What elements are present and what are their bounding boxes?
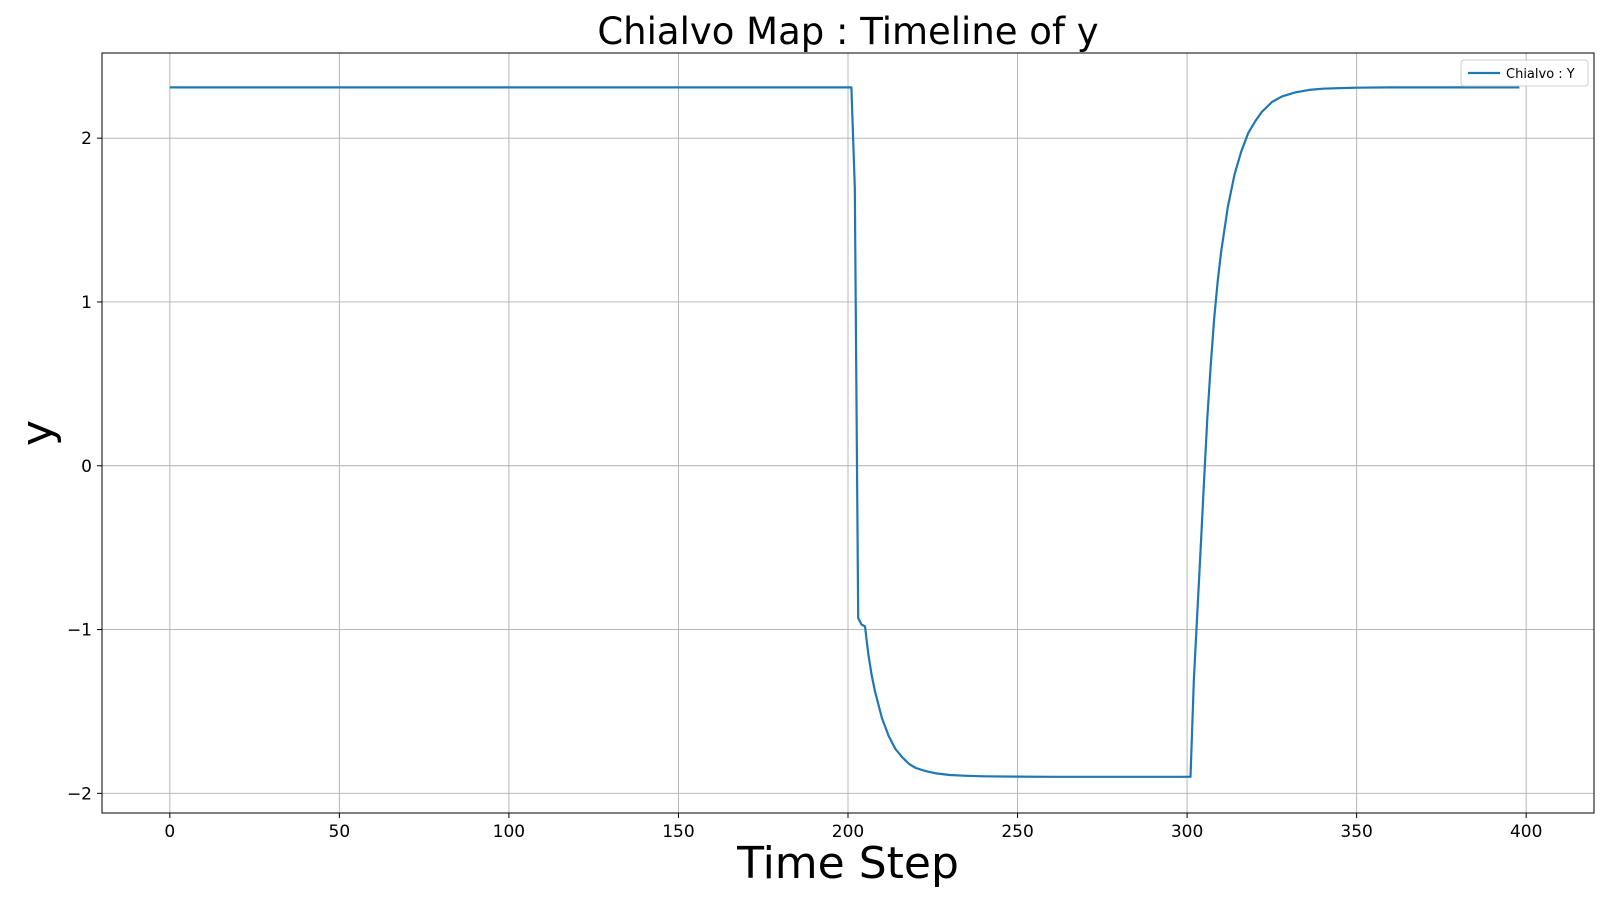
x-axis-ticks: 0 50 100 150 200 250 300 350 400 — [164, 813, 1542, 842]
y-tick-label: 2 — [81, 129, 92, 149]
y-tick-label: −1 — [67, 621, 92, 641]
x-tick-label: 400 — [1510, 822, 1542, 842]
x-tick-label: 350 — [1340, 822, 1372, 842]
plot-area — [169, 86, 1520, 778]
y-axis-label: y — [12, 420, 63, 446]
x-tick-label: 300 — [1171, 822, 1203, 842]
y-tick-label: 0 — [81, 457, 92, 477]
x-tick-label: 250 — [1001, 822, 1033, 842]
series-line — [169, 86, 1520, 778]
y-tick-label: 1 — [81, 293, 92, 313]
x-tick-label: 200 — [832, 822, 864, 842]
legend-entry-label: Chialvo : Y — [1506, 67, 1575, 82]
legend-box — [1460, 59, 1589, 87]
y-tick-label: −2 — [67, 784, 92, 804]
x-tick-label: 100 — [493, 822, 525, 842]
x-axis-label: Time Step — [736, 838, 959, 889]
x-tick-label: 150 — [662, 822, 694, 842]
chart-title: Chialvo Map : Timeline of y — [597, 10, 1098, 53]
legend: Chialvo : Y — [1460, 59, 1589, 87]
x-tick-label: 50 — [329, 822, 351, 842]
y-axis-ticks: −2 −1 0 1 2 — [67, 129, 102, 804]
x-tick-label: 0 — [164, 822, 175, 842]
grid — [102, 53, 1594, 813]
